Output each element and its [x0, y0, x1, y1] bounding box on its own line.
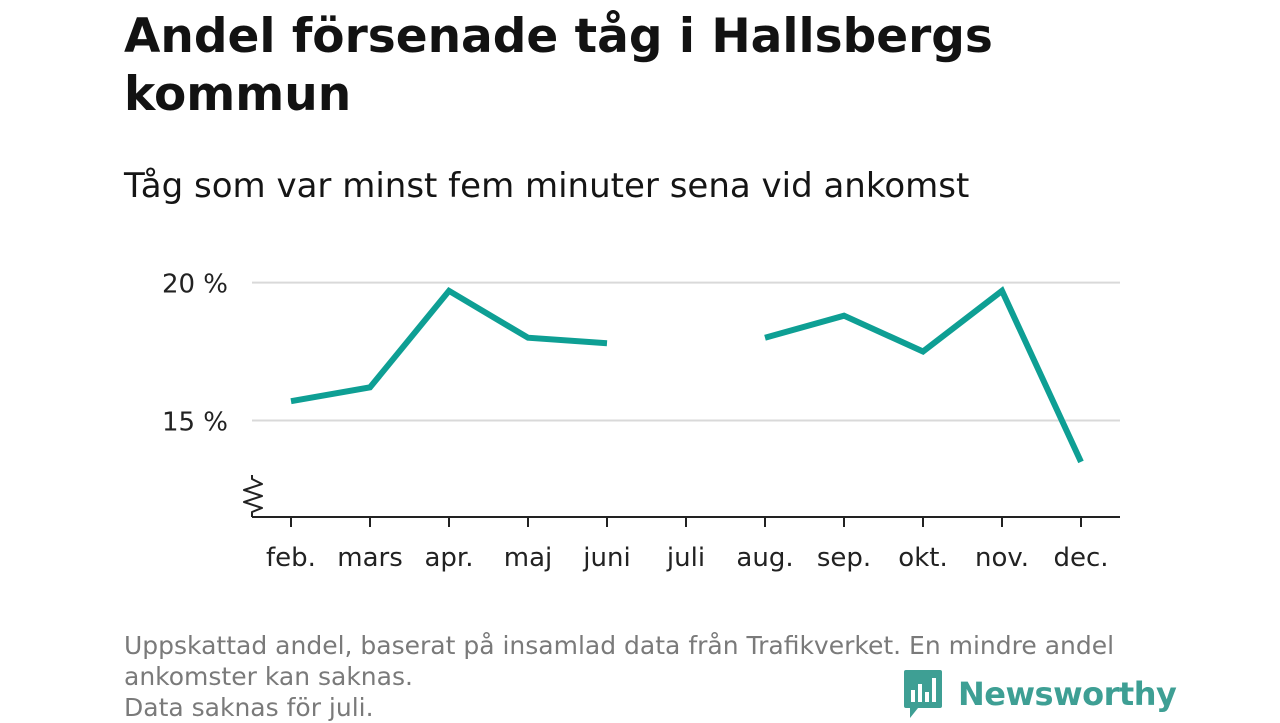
x-tick-label: apr.: [424, 543, 473, 573]
gridlines: [252, 281, 1120, 422]
x-tick-label: nov.: [975, 543, 1029, 573]
brand-name: Newsworthy: [958, 675, 1177, 713]
data-point: [1078, 459, 1084, 465]
y-axis-break: [243, 475, 263, 517]
x-tick-label: juli: [666, 543, 705, 573]
chart-subtitle: Tåg som var minst fem minuter sena vid a…: [124, 166, 970, 206]
data-point: [367, 384, 373, 390]
data-point: [841, 313, 847, 319]
data-point: [288, 398, 294, 404]
series-lines: [288, 286, 1084, 465]
x-tick-label: juni: [582, 543, 630, 573]
data-point: [604, 340, 610, 346]
chart-footnote: Uppskattad andel, baserat på insamlad da…: [124, 630, 1164, 723]
x-tick-label: sep.: [817, 543, 871, 573]
newsworthy-logo: Newsworthy: [902, 668, 1177, 720]
line-chart: 15 % 20 % feb. mars apr. maj juni juli aug. sep.…: [162, 270, 1120, 573]
data-point: [525, 335, 531, 341]
chart-title: Andel försenade tåg i Hallsbergs kommun: [124, 9, 993, 122]
data-point: [446, 288, 452, 294]
x-tick-label: mars: [337, 543, 403, 573]
footnote-line: Data saknas för juli.: [124, 693, 374, 722]
series-line-segment: [764, 286, 1084, 464]
x-tick-labels: feb. mars apr. maj juni juli aug. sep. okt. nov. d…: [266, 543, 1108, 573]
x-tick-label: okt.: [898, 543, 947, 573]
x-tick-label: aug.: [736, 543, 793, 573]
x-tick-label: dec.: [1053, 543, 1108, 573]
y-tick-labels: 15 % 20 %: [162, 270, 228, 438]
footnote-line: ankomster kan saknas.: [124, 662, 413, 691]
x-tick-label: feb.: [266, 543, 316, 573]
data-point: [762, 335, 768, 341]
series-line-segment: [290, 286, 608, 405]
data-point: [999, 288, 1005, 294]
newsworthy-bar-chart-icon: [904, 670, 942, 718]
data-point: [920, 349, 926, 355]
y-tick-label: 20 %: [162, 270, 228, 300]
y-tick-label: 15 %: [162, 407, 228, 437]
x-tick-label: maj: [504, 543, 552, 573]
x-axis: [243, 475, 1120, 527]
footnote-line: Uppskattad andel, baserat på insamlad da…: [124, 631, 1115, 660]
